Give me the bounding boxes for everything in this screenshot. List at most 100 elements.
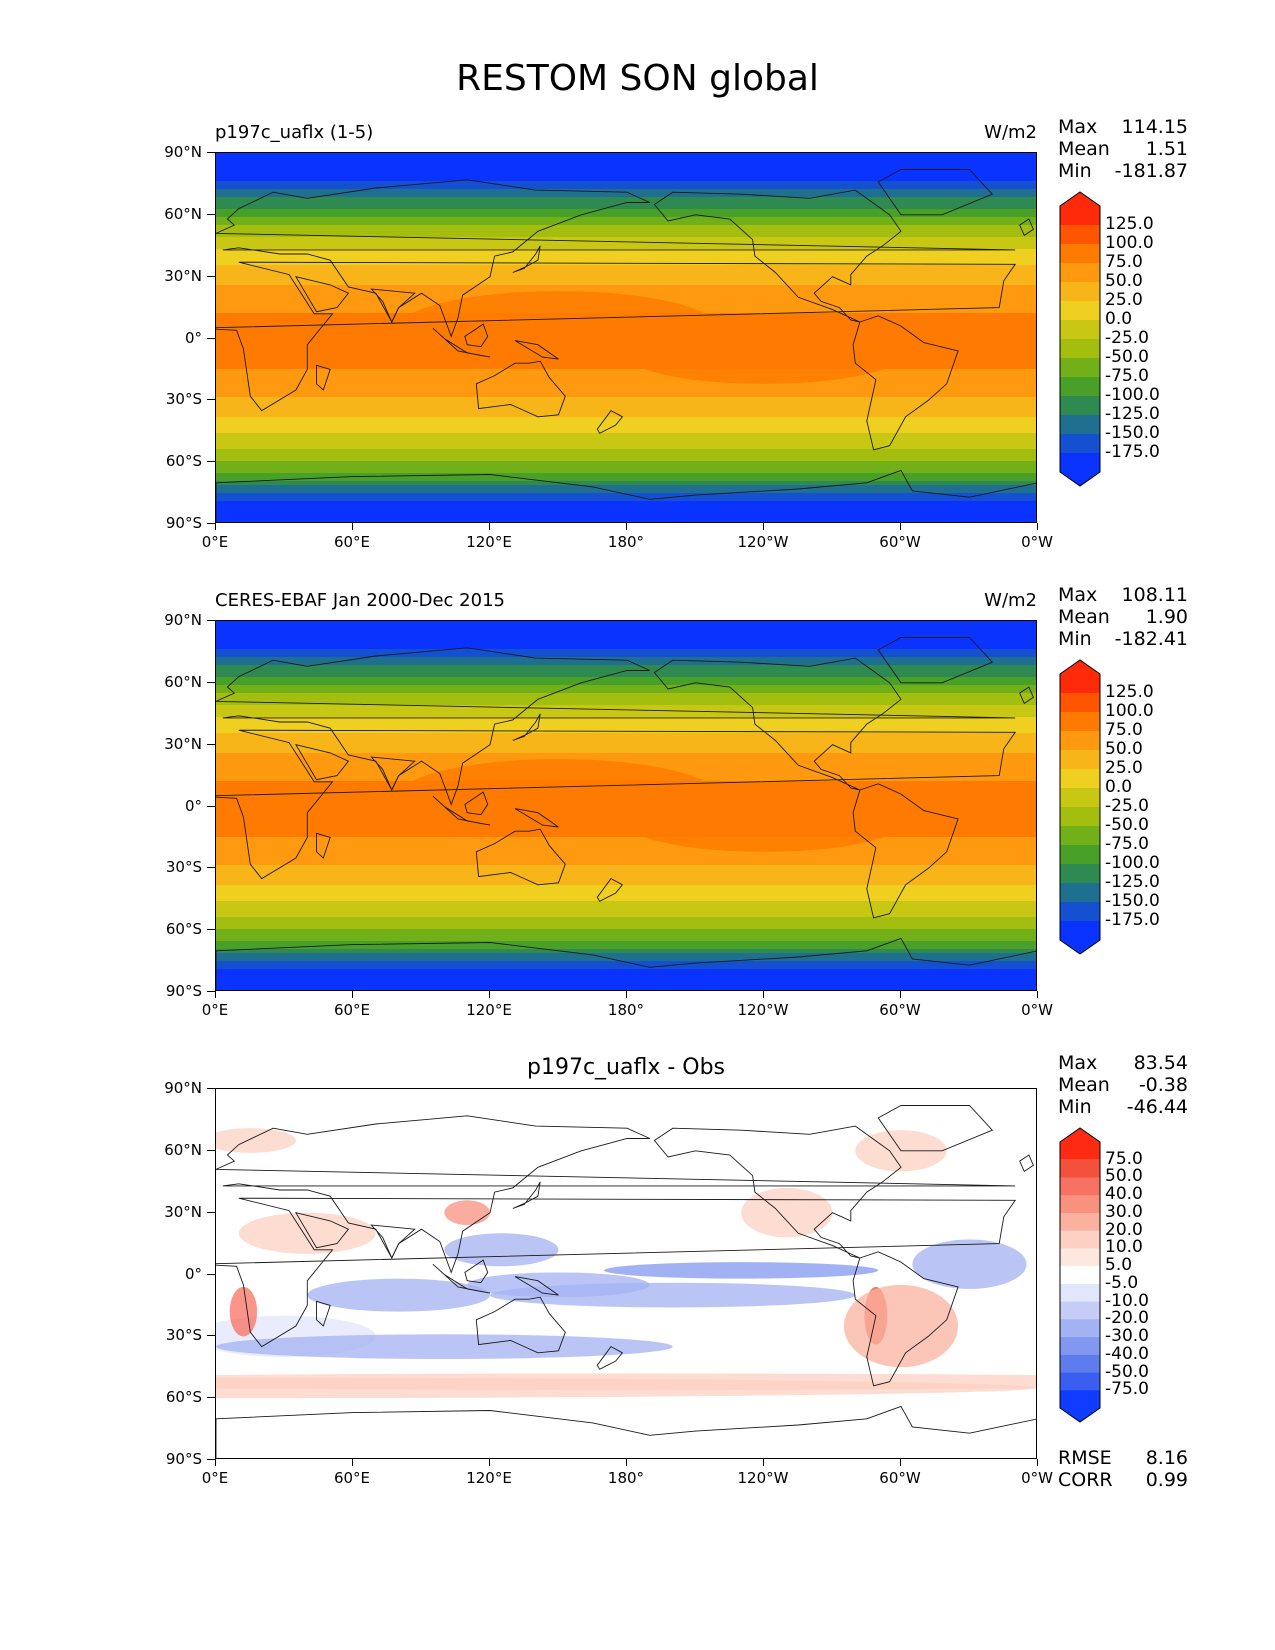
field-band	[216, 689, 1036, 694]
stat-label: Min	[1058, 160, 1092, 182]
colorbar-segment	[1060, 453, 1100, 486]
figure-title: RESTOM SON global	[456, 58, 819, 99]
field-band	[216, 641, 1036, 646]
field-band	[216, 413, 1036, 418]
coastline-europe_asia	[216, 1115, 1016, 1274]
colorbar-segment	[1060, 192, 1100, 225]
field-band	[216, 273, 1036, 278]
colorbar-segment	[1060, 377, 1100, 397]
x-tick-label: 180°	[607, 533, 645, 551]
field-band	[216, 933, 1036, 938]
field-band	[216, 429, 1036, 434]
error-stats-block: RMSE 8.16 CORR 0.99	[1058, 1447, 1188, 1491]
x-tick-label: 180°	[607, 1469, 645, 1487]
coastline-nz	[596, 878, 624, 902]
coastline-uk	[1019, 1154, 1034, 1173]
x-tick	[1037, 991, 1038, 998]
field-band	[216, 905, 1036, 910]
coastline-nz	[596, 1346, 624, 1370]
panel-units-label: W/m2	[984, 122, 1037, 143]
y-tick-label: 60°S	[165, 920, 202, 939]
colorbar-label: -40.0	[1105, 1343, 1149, 1364]
y-tick	[207, 1273, 215, 1275]
field-band	[216, 245, 1036, 250]
coastline-png	[514, 340, 559, 360]
y-tick-label: 90°S	[165, 1450, 202, 1468]
field-band	[216, 469, 1036, 474]
stat-value: 114.15	[1121, 116, 1188, 138]
field-band	[216, 945, 1036, 950]
field-band	[216, 189, 1036, 194]
coastline-arabia	[294, 744, 350, 781]
colorbar-label: -50.0	[1105, 1361, 1149, 1382]
x-tick-label: 0°W	[1021, 1001, 1053, 1019]
x-tick	[215, 991, 216, 998]
field-band	[216, 153, 1036, 158]
coastline-indonesia	[432, 1263, 491, 1294]
field-band	[216, 253, 1036, 258]
coastline-madagascar	[316, 364, 331, 391]
colorbar-segment	[1060, 1128, 1100, 1160]
stat-row: Max 114.15	[1058, 116, 1188, 138]
coastline-uk	[1019, 686, 1034, 705]
coastline-antarctica	[216, 937, 1036, 990]
coastline-indonesia	[432, 795, 491, 826]
field-band	[216, 745, 1036, 750]
field-band	[216, 913, 1036, 918]
x-tick	[489, 523, 490, 530]
coastline-australia	[475, 828, 566, 886]
coastline-europe_asia	[216, 179, 1016, 338]
field-band	[216, 401, 1036, 406]
field-band	[216, 161, 1036, 166]
coastline-india	[370, 288, 416, 324]
colorbar-label: 0.0	[1105, 309, 1133, 329]
colorbar-label: 50.0	[1105, 1166, 1143, 1187]
panel-center-title: p197c_uaflx - Obs	[526, 1055, 726, 1080]
field-band	[216, 157, 1036, 162]
field-band	[216, 169, 1036, 174]
field-band	[216, 669, 1036, 674]
field-band	[216, 393, 1036, 398]
x-tick	[900, 991, 901, 998]
field-band	[216, 741, 1036, 746]
x-tick	[900, 523, 901, 530]
colorbar-segment	[1060, 921, 1100, 954]
field-band	[216, 177, 1036, 182]
colorbar-label: 100.0	[1105, 701, 1154, 721]
x-tick	[763, 991, 764, 998]
field-band	[216, 705, 1036, 710]
field-band	[216, 517, 1036, 522]
colorbar-label: -50.0	[1105, 347, 1149, 367]
field-band	[216, 269, 1036, 274]
y-tick	[207, 523, 215, 524]
field-band	[216, 649, 1036, 654]
coastline-namerica	[653, 189, 902, 323]
x-tick-label: 0°E	[201, 533, 229, 551]
difference-region	[238, 1212, 376, 1254]
field-band	[216, 733, 1036, 738]
difference-region	[912, 1239, 1027, 1289]
stat-value: 8.16	[1145, 1447, 1188, 1469]
stat-label: Mean	[1058, 138, 1110, 160]
colorbar-label: -20.0	[1105, 1308, 1149, 1329]
y-tick	[207, 213, 215, 215]
field-band	[216, 361, 1036, 366]
colorbar-label: 100.0	[1105, 233, 1154, 253]
field-band	[216, 677, 1036, 682]
coastline-png	[514, 1276, 559, 1296]
y-tick	[207, 1397, 215, 1399]
coastline-africa	[216, 1197, 1017, 1348]
field-band	[216, 465, 1036, 470]
x-tick	[215, 1459, 216, 1466]
colorbar-label: -5.0	[1105, 1272, 1139, 1293]
coastline-japan	[512, 245, 541, 273]
y-tick	[207, 867, 215, 869]
field-band	[216, 869, 1036, 874]
field-band	[216, 225, 1036, 230]
x-tick	[763, 1459, 764, 1466]
x-tick-label: 120°E	[466, 533, 512, 551]
y-tick-label: 60°S	[165, 1388, 202, 1407]
field-band	[216, 281, 1036, 286]
field-band	[216, 509, 1036, 514]
field-band	[216, 625, 1036, 630]
